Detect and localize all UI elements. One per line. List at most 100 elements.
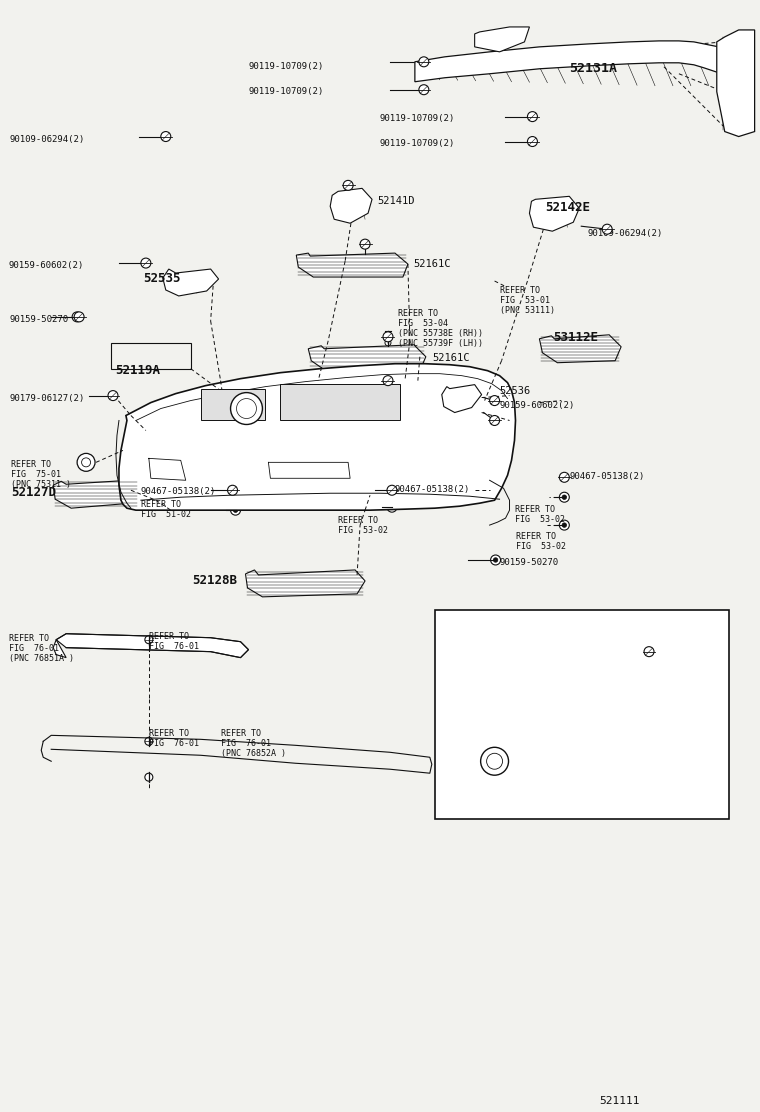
Text: 90159-60602(2): 90159-60602(2) <box>8 261 84 270</box>
Circle shape <box>480 747 508 775</box>
Circle shape <box>537 692 553 707</box>
Circle shape <box>227 485 238 495</box>
Polygon shape <box>201 388 265 420</box>
Text: 52536: 52536 <box>499 386 530 396</box>
Text: REFER TO: REFER TO <box>499 286 540 295</box>
Polygon shape <box>530 197 579 231</box>
Text: 90159-60602(2): 90159-60602(2) <box>499 400 575 409</box>
Text: FIG  51-02: FIG 51-02 <box>141 510 191 519</box>
Circle shape <box>74 311 84 321</box>
Text: FIG  76-01: FIG 76-01 <box>9 644 59 653</box>
Circle shape <box>559 473 569 483</box>
Text: FIG  81-02: FIG 81-02 <box>442 706 492 715</box>
Circle shape <box>145 737 153 745</box>
Circle shape <box>141 258 150 268</box>
Text: (PNC 55739F (LH)): (PNC 55739F (LH)) <box>398 339 483 348</box>
Circle shape <box>489 416 499 426</box>
Text: 52161C: 52161C <box>432 353 470 363</box>
Circle shape <box>145 773 153 781</box>
Circle shape <box>77 454 95 471</box>
Circle shape <box>145 636 153 644</box>
Text: REFER TO: REFER TO <box>141 500 181 509</box>
Circle shape <box>75 315 79 319</box>
Polygon shape <box>475 27 530 52</box>
Circle shape <box>383 331 393 341</box>
Text: REFER TO: REFER TO <box>9 634 49 643</box>
Text: 52127D: 52127D <box>11 486 56 499</box>
Text: (PNC 53111): (PNC 53111) <box>499 306 555 315</box>
Circle shape <box>562 495 566 499</box>
Circle shape <box>419 85 429 95</box>
Text: FIG  76-01: FIG 76-01 <box>149 642 199 651</box>
Text: 90467-05138(2): 90467-05138(2) <box>569 473 644 481</box>
Text: 90159-50270: 90159-50270 <box>9 315 68 324</box>
Text: REFER TO: REFER TO <box>515 505 555 514</box>
Circle shape <box>562 523 566 527</box>
Text: (PNC 76851A ): (PNC 76851A ) <box>9 654 74 663</box>
Text: 52142E: 52142E <box>546 201 591 215</box>
Polygon shape <box>442 385 482 413</box>
Polygon shape <box>330 188 372 224</box>
Circle shape <box>559 520 569 530</box>
Circle shape <box>343 180 353 190</box>
Circle shape <box>559 493 569 503</box>
Circle shape <box>161 131 171 141</box>
Text: 53112E: 53112E <box>553 331 598 344</box>
Bar <box>111 342 191 369</box>
Text: 52128B: 52128B <box>193 574 238 587</box>
Circle shape <box>387 485 397 495</box>
Text: REFER TO: REFER TO <box>442 696 482 705</box>
Text: W(FOG LAMP): W(FOG LAMP) <box>442 618 511 628</box>
Circle shape <box>385 384 391 389</box>
Polygon shape <box>53 639 66 657</box>
Polygon shape <box>540 335 621 363</box>
Text: REFER TO: REFER TO <box>398 309 438 318</box>
Text: REFER TO: REFER TO <box>515 532 556 542</box>
Text: (PNC 75311 ): (PNC 75311 ) <box>11 480 71 489</box>
Circle shape <box>385 340 391 346</box>
Circle shape <box>390 505 394 509</box>
Text: 521111: 521111 <box>599 1096 640 1106</box>
Polygon shape <box>446 746 551 777</box>
Polygon shape <box>53 480 139 508</box>
Text: REFER TO: REFER TO <box>220 729 261 738</box>
Text: REFER TO: REFER TO <box>149 729 188 738</box>
Circle shape <box>602 225 612 235</box>
Text: 52141D: 52141D <box>377 197 414 207</box>
Text: FIG  75-01: FIG 75-01 <box>11 470 62 479</box>
Text: 90159-50270: 90159-50270 <box>499 558 559 567</box>
Text: 52131A: 52131A <box>569 62 617 75</box>
Circle shape <box>493 558 498 563</box>
Text: (PNC 55738E (RH)): (PNC 55738E (RH)) <box>398 329 483 338</box>
Polygon shape <box>119 364 515 510</box>
Text: (PNC 76852A ): (PNC 76852A ) <box>220 749 286 758</box>
Circle shape <box>360 239 370 249</box>
Text: FIG  53-02: FIG 53-02 <box>515 515 565 524</box>
Circle shape <box>383 376 393 386</box>
Circle shape <box>387 503 397 513</box>
Text: REFER TO: REFER TO <box>597 632 637 641</box>
Circle shape <box>108 390 118 400</box>
Text: FIG  53-01: FIG 53-01 <box>499 296 549 305</box>
Polygon shape <box>309 345 426 371</box>
Circle shape <box>527 111 537 121</box>
Polygon shape <box>280 384 400 420</box>
Circle shape <box>230 505 240 515</box>
Polygon shape <box>163 269 219 296</box>
Text: FIG  53-04: FIG 53-04 <box>398 319 448 328</box>
Circle shape <box>230 393 262 425</box>
Circle shape <box>233 508 238 513</box>
Circle shape <box>72 311 82 321</box>
Text: FIG  81-02: FIG 81-02 <box>597 642 648 651</box>
Text: 90109-06294(2): 90109-06294(2) <box>9 135 84 143</box>
Circle shape <box>419 57 429 67</box>
Text: 52161C: 52161C <box>413 259 451 269</box>
Text: 90119-10709(2): 90119-10709(2) <box>380 113 455 122</box>
Text: REFER TO: REFER TO <box>338 516 378 525</box>
Polygon shape <box>56 634 249 657</box>
Text: 90119-10709(2): 90119-10709(2) <box>249 62 324 71</box>
Text: 52127D(RH): 52127D(RH) <box>554 755 625 768</box>
Text: REFER TO: REFER TO <box>149 632 188 641</box>
Circle shape <box>491 555 501 565</box>
Text: 90119-10709(2): 90119-10709(2) <box>380 139 455 148</box>
